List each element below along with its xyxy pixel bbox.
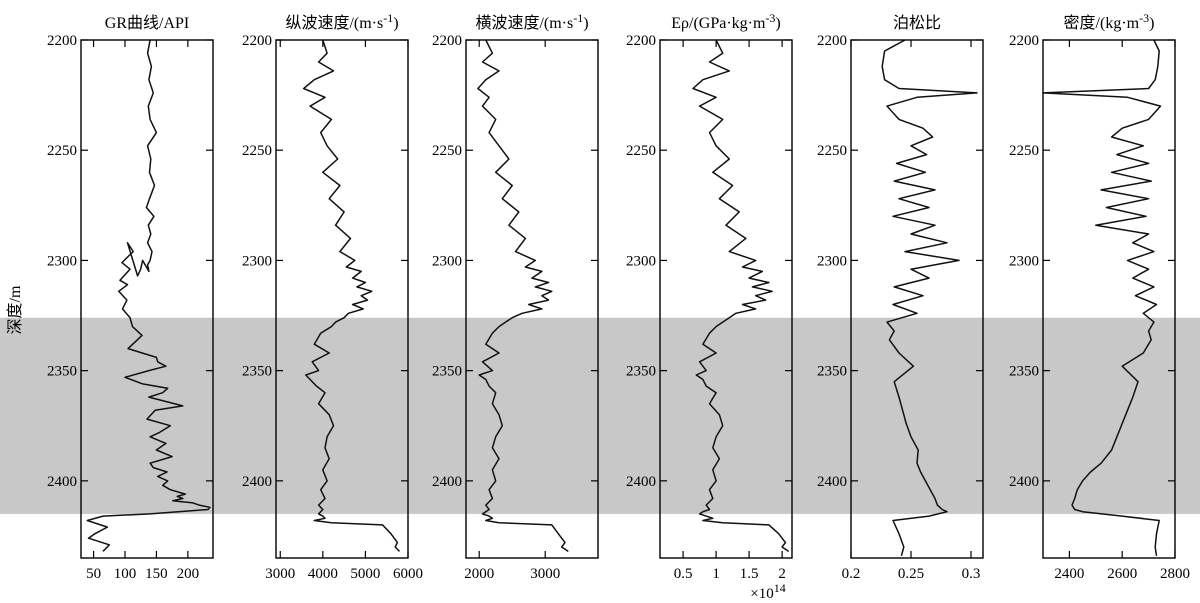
track-3-curve <box>477 39 569 553</box>
y-tick-label: 2250 <box>1009 143 1039 159</box>
y-tick-label: 2250 <box>242 143 272 159</box>
y-tick-label: 2350 <box>242 364 272 380</box>
y-tick-label: 2400 <box>242 474 272 490</box>
x-axis-multiplier: ×1014 <box>750 581 785 602</box>
x-tick-label: 0.5 <box>674 566 693 582</box>
y-tick-label: 2300 <box>1009 253 1039 269</box>
x-tick-label: 2 <box>778 566 786 582</box>
y-tick-label: 2300 <box>242 253 272 269</box>
y-tick-label: 2300 <box>47 253 77 269</box>
y-tick-label: 2350 <box>47 364 77 380</box>
track-2-curve <box>302 39 401 552</box>
track-title: 横波速度/(m·s-1) <box>475 11 588 32</box>
x-tick-label: 2600 <box>1107 566 1137 582</box>
track-frame <box>1042 39 1176 559</box>
x-tick-label: 2000 <box>464 566 494 582</box>
y-tick-label: 2250 <box>817 143 847 159</box>
y-tick-label: 2400 <box>432 474 462 490</box>
track-1-curve <box>86 39 211 552</box>
x-tick-label: 50 <box>86 566 101 582</box>
x-tick-label: 0.2 <box>842 566 861 582</box>
track-6: 2200 2250 2300 2350 2400 2400 2600 2800 密度/(kg·m… <box>1009 11 1190 582</box>
y-tick-label: 2200 <box>626 33 656 49</box>
x-tick-label: 0.25 <box>898 566 924 582</box>
x-tick-label: 1 <box>712 566 720 582</box>
y-tick-label: 2250 <box>626 143 656 159</box>
y-tick-label: 2400 <box>47 474 77 490</box>
x-tick-label: 200 <box>177 566 200 582</box>
track-4-curve <box>692 39 790 553</box>
y-tick-label: 2400 <box>626 474 656 490</box>
y-tick-label: 2200 <box>817 33 847 49</box>
y-tick-label: 2400 <box>1009 474 1039 490</box>
track-title: 纵波速度/(m·s-1) <box>285 11 398 32</box>
y-tick-label: 2400 <box>817 474 847 490</box>
track-title: 泊松比 <box>893 14 941 32</box>
track-frame <box>80 39 214 559</box>
track-frame <box>275 39 409 559</box>
track-title: Eρ/(GPa·kg·m-3) <box>671 11 781 32</box>
y-tick-label: 2300 <box>626 253 656 269</box>
x-tick-label: 3000 <box>265 566 295 582</box>
highlight-band-layer <box>0 317 1200 514</box>
track-1: 2200 2250 2300 2350 2400 50 100 150 200 GR曲线/API <box>47 14 214 582</box>
y-tick-label: 2200 <box>1009 33 1039 49</box>
y-tick-label: 2350 <box>817 364 847 380</box>
x-tick-label: 150 <box>145 566 168 582</box>
y-tick-label: 2200 <box>242 33 272 49</box>
y-tick-label: 2350 <box>626 364 656 380</box>
y-tick-label: 2300 <box>817 253 847 269</box>
track-frame <box>465 39 599 559</box>
x-tick-label: 0.3 <box>962 566 981 582</box>
x-tick-label: 5000 <box>350 566 380 582</box>
y-axis-label: 深度/m <box>6 285 24 334</box>
y-tick-label: 2300 <box>432 253 462 269</box>
track-5-curve <box>881 39 978 556</box>
y-tick-label: 2250 <box>47 143 77 159</box>
x-tick-label: 2800 <box>1160 566 1190 582</box>
x-tick-label: 100 <box>114 566 137 582</box>
track-frame <box>850 39 984 559</box>
track-title: GR曲线/API <box>105 14 189 32</box>
track-6-curve <box>1042 39 1162 556</box>
track-3: 2200 2250 2300 2350 2400 2000 3000 横波速度/(m·s-1) <box>432 11 599 582</box>
track-5: 2200 2250 2300 2350 2400 0.2 0.25 0.3 泊松比 <box>817 14 984 582</box>
track-frame <box>659 39 793 559</box>
x-tick-label: 2400 <box>1054 566 1084 582</box>
x-tick-label: 3000 <box>530 566 560 582</box>
x-tick-label: 6000 <box>393 566 423 582</box>
y-tick-label: 2200 <box>432 33 462 49</box>
y-tick-label: 2200 <box>47 33 77 49</box>
track-2: 2200 2250 2300 2350 2400 3000 4000 5000 6000 纵波速度… <box>242 11 423 582</box>
highlight-band <box>0 317 1200 514</box>
track-title: 密度/(kg·m-3) <box>1064 11 1155 32</box>
x-tick-label: 4000 <box>308 566 338 582</box>
y-tick-label: 2350 <box>1009 364 1039 380</box>
x-tick-label: 1.5 <box>740 566 759 582</box>
y-tick-label: 2250 <box>432 143 462 159</box>
y-tick-label: 2350 <box>432 364 462 380</box>
